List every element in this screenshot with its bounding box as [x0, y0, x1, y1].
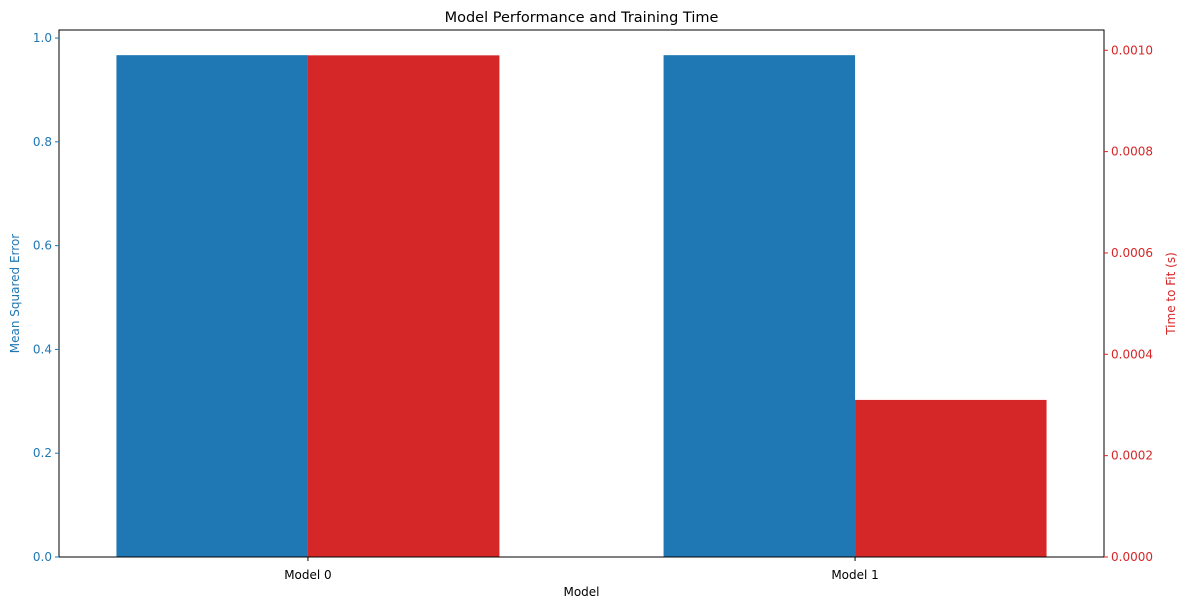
- time-bar-1: [855, 399, 1047, 557]
- right-tick-label: 0.0004: [1111, 347, 1153, 361]
- x-axis-label: Model: [563, 585, 599, 599]
- right-tick-label: 0.0006: [1111, 246, 1153, 260]
- right-tick-label: 0.0002: [1111, 449, 1153, 463]
- left-tick-label: 0.4: [33, 342, 52, 356]
- bars-group: [116, 55, 1047, 558]
- left-y-axis-label: Mean Squared Error: [8, 234, 22, 354]
- mse-bar-1: [663, 55, 856, 558]
- chart-title: Model Performance and Training Time: [445, 10, 719, 26]
- axes-group: 0.0 0.2 0.4 0.6 0.8 1.0 0.0000 0.0002 0.0004 0.00…: [33, 29, 1153, 582]
- left-tick-label: 0.6: [33, 239, 52, 253]
- left-tick-label: 0.8: [33, 135, 52, 149]
- time-bar-0: [307, 55, 500, 557]
- plot-frame: [58, 29, 1105, 558]
- right-tick-label: 0.0010: [1111, 43, 1153, 57]
- x-tick-label: Model 0: [284, 568, 331, 582]
- right-tick-label: 0.0008: [1111, 145, 1153, 159]
- left-tick-label: 1.0: [33, 31, 52, 45]
- mse-bar-0: [116, 55, 308, 558]
- right-tick-label: 0.0000: [1111, 550, 1153, 564]
- right-y-axis-label: Time to Fit (s): [1164, 252, 1178, 336]
- x-tick-label: Model 1: [831, 568, 878, 582]
- left-tick-label: 0.2: [33, 446, 52, 460]
- left-tick-label: 0.0: [33, 550, 52, 564]
